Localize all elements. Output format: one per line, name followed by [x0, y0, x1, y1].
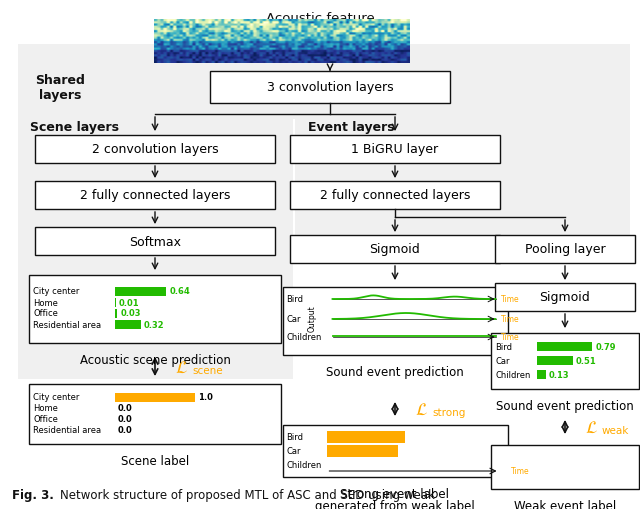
Text: City center: City center	[33, 287, 79, 296]
Bar	[115, 287, 166, 296]
Text: Bird: Bird	[287, 295, 303, 304]
Bar	[290, 236, 500, 264]
Text: $\mathcal{L}$: $\mathcal{L}$	[175, 358, 188, 376]
Bar	[115, 298, 116, 307]
Text: Residential area: Residential area	[33, 426, 101, 435]
Bar	[537, 370, 546, 379]
Bar	[495, 236, 635, 264]
Text: Acoustic scene prediction: Acoustic scene prediction	[79, 353, 230, 366]
Bar	[290, 182, 500, 210]
Bar	[282, 288, 508, 355]
Text: Car: Car	[495, 356, 509, 365]
Text: Time: Time	[500, 333, 519, 342]
Text: 0.0: 0.0	[118, 404, 132, 413]
Text: 0.01: 0.01	[119, 298, 140, 307]
Text: Office: Office	[33, 309, 58, 318]
Text: Network structure of proposed MTL of ASC and SED using weak: Network structure of proposed MTL of ASC…	[60, 489, 435, 501]
Text: 0.79: 0.79	[595, 342, 616, 351]
Text: 1 BiGRU layer: 1 BiGRU layer	[351, 143, 438, 156]
Text: Residential area: Residential area	[33, 320, 101, 329]
Text: Home: Home	[33, 404, 58, 413]
Bar	[326, 431, 404, 443]
Text: Bird: Bird	[495, 342, 512, 351]
Bar	[290, 136, 500, 164]
Text: Time: Time	[500, 295, 519, 304]
Bar	[210, 72, 450, 104]
Text: Bird: Bird	[287, 433, 303, 442]
Text: Event layers: Event layers	[308, 121, 395, 134]
Text: weak: weak	[602, 425, 629, 435]
Bar	[115, 393, 195, 402]
Bar	[115, 309, 117, 318]
Bar	[491, 333, 639, 389]
Bar	[490, 45, 630, 249]
Bar	[326, 445, 398, 457]
Text: Acoustic feature: Acoustic feature	[266, 12, 374, 25]
Text: Output: Output	[308, 305, 317, 332]
Text: $\mathcal{L}$: $\mathcal{L}$	[585, 418, 598, 436]
Text: Children: Children	[495, 370, 531, 379]
Text: 2 convolution layers: 2 convolution layers	[92, 143, 218, 156]
Text: generated from weak label: generated from weak label	[315, 499, 475, 509]
Text: 0.0: 0.0	[118, 426, 132, 435]
Bar	[491, 445, 639, 489]
Text: $\mathcal{L}$: $\mathcal{L}$	[415, 400, 428, 418]
Text: Children: Children	[287, 461, 322, 470]
Text: Shared
layers: Shared layers	[35, 74, 85, 102]
Text: Sigmoid: Sigmoid	[540, 291, 590, 304]
Bar	[537, 356, 573, 365]
Text: Time: Time	[511, 467, 529, 475]
Bar	[29, 384, 281, 444]
Bar	[35, 182, 275, 210]
Bar	[18, 120, 293, 379]
Text: strong: strong	[432, 407, 465, 417]
Text: Car: Car	[287, 315, 301, 324]
Text: Scene label: Scene label	[121, 454, 189, 467]
Text: scene: scene	[192, 365, 223, 375]
Text: Weak event label: Weak event label	[514, 499, 616, 509]
Text: Pooling layer: Pooling layer	[525, 243, 605, 256]
Text: 0.03: 0.03	[120, 309, 141, 318]
Text: Children: Children	[287, 333, 322, 342]
Text: Fig. 3.: Fig. 3.	[12, 489, 54, 501]
Text: Sigmoid: Sigmoid	[370, 243, 420, 256]
Text: 2 fully connected layers: 2 fully connected layers	[320, 189, 470, 202]
Text: Sound event prediction: Sound event prediction	[496, 399, 634, 412]
Text: 0.13: 0.13	[549, 370, 570, 379]
Bar	[29, 275, 281, 344]
Bar	[115, 320, 141, 329]
Text: Sound event prediction: Sound event prediction	[326, 365, 464, 378]
Text: 0.64: 0.64	[169, 287, 190, 296]
Text: Strong event label: Strong event label	[340, 487, 449, 500]
Bar	[35, 228, 275, 256]
Text: 2 fully connected layers: 2 fully connected layers	[80, 189, 230, 202]
Text: Office: Office	[33, 415, 58, 423]
Bar	[18, 45, 628, 120]
Text: 0.51: 0.51	[576, 356, 596, 365]
Text: 0.32: 0.32	[143, 320, 164, 329]
Text: City center: City center	[33, 393, 79, 402]
Text: Softmax: Softmax	[129, 235, 181, 248]
Text: 1.0: 1.0	[198, 393, 213, 402]
Text: 0.0: 0.0	[118, 415, 132, 423]
Text: Scene layers: Scene layers	[30, 121, 119, 134]
Bar	[282, 425, 508, 477]
Bar	[537, 342, 592, 351]
Text: 3 convolution layers: 3 convolution layers	[267, 81, 394, 94]
Text: Home: Home	[33, 298, 58, 307]
Bar	[295, 45, 495, 249]
Text: Time: Time	[500, 315, 519, 324]
Bar	[495, 284, 635, 312]
Bar	[35, 136, 275, 164]
Text: Car: Car	[287, 446, 301, 456]
